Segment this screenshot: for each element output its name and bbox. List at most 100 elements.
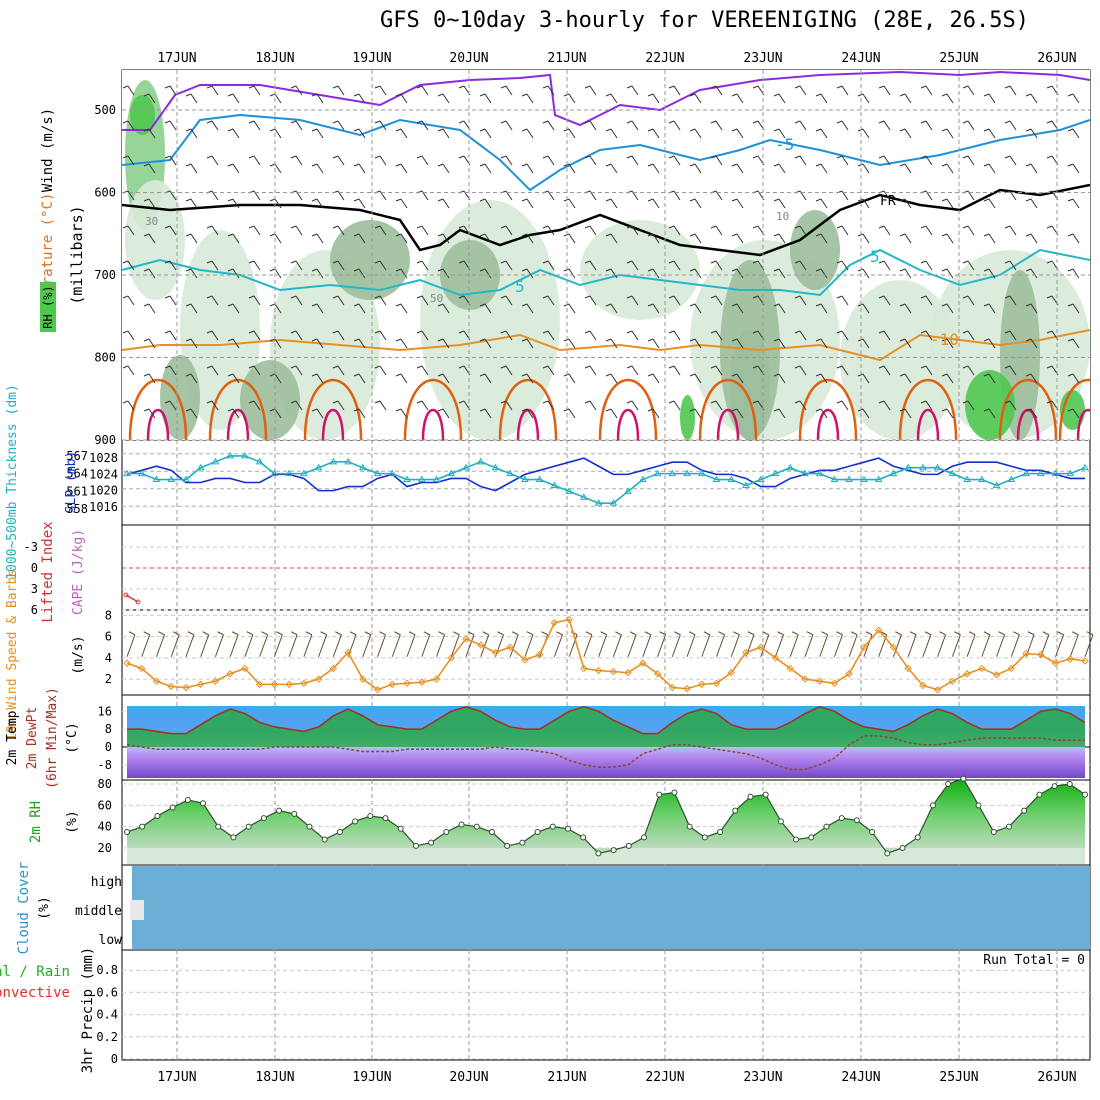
upper-wind-barb: [647, 303, 660, 314]
upper-wind-barb: [332, 155, 345, 166]
upper-wind-barb: [332, 120, 345, 131]
thickness-point: [432, 475, 441, 483]
rh-shading: [125, 180, 185, 300]
wind-barb: [391, 631, 401, 657]
upper-wind-barb: [311, 338, 324, 349]
rh-point: [1036, 791, 1043, 798]
upper-wind-barb: [668, 330, 681, 341]
upper-wind-barb: [689, 93, 702, 104]
upper-wind-barb: [773, 198, 786, 209]
upper-wind-barb: [689, 338, 702, 349]
upper-wind-barb: [374, 260, 387, 271]
lifted-index-tick-label: 6: [31, 603, 38, 617]
wind-barb: [981, 631, 991, 657]
upper-wind-barb: [962, 365, 975, 376]
upper-wind-barb: [269, 233, 282, 244]
wind-speed-point: [801, 675, 809, 683]
day-tick-label-bottom: 23JUN: [743, 1070, 782, 1085]
day-tick-label-bottom: 22JUN: [645, 1070, 684, 1085]
cloud-level-label: high: [91, 875, 122, 890]
upper-wind-barb: [1067, 198, 1080, 209]
rh-area: [127, 778, 1085, 854]
upper-wind-barb: [374, 400, 387, 411]
upper-wind-barb: [1025, 373, 1038, 384]
wind-speed-point: [403, 679, 411, 688]
rh-shading: [840, 280, 960, 440]
rh-point: [276, 807, 283, 814]
data-marks: [123, 451, 1094, 949]
upper-wind-barb: [899, 93, 912, 104]
upper-wind-barb: [836, 260, 849, 271]
upper-wind-barb: [311, 233, 324, 244]
upper-wind-barb: [1067, 373, 1080, 384]
rh-point: [929, 802, 936, 809]
upper-wind-barb: [920, 260, 933, 271]
upper-wind-barb: [584, 365, 597, 376]
upper-wind-barb: [1067, 338, 1080, 349]
upper-wind-barb: [626, 365, 639, 376]
rh-point: [549, 823, 556, 830]
upper-wind-barb: [605, 233, 618, 244]
isotherm-hot-lobe: [816, 408, 840, 440]
upper-wind-barb: [185, 128, 198, 139]
upper-wind-barb: [521, 233, 534, 244]
thickness-tick-label: 564: [66, 467, 88, 481]
upper-wind-barb: [878, 260, 891, 271]
upper-wind-barb: [479, 198, 492, 209]
upper-wind-barb: [878, 330, 891, 341]
isotherm-warm-lobe: [498, 379, 558, 440]
wind-speed-point: [874, 626, 883, 634]
upper-wind-barb: [332, 260, 345, 271]
wind-barb: [657, 631, 667, 657]
wind-speed-point: [757, 643, 765, 651]
rh-point: [412, 842, 419, 849]
upper-wind-barb: [143, 233, 156, 244]
thickness-point: [668, 469, 677, 477]
upper-wind-barb: [731, 93, 744, 104]
upper-wind-barb: [710, 225, 723, 236]
thickness-point: [255, 457, 264, 465]
upper-wind-barb: [584, 155, 597, 166]
upper-wind-barb: [290, 400, 303, 411]
upper-wind-barb: [647, 163, 660, 174]
upper-wind-barb: [920, 120, 933, 131]
upper-wind-barb: [605, 93, 618, 104]
thickness-point: [196, 463, 205, 471]
upper-wind-barb: [269, 198, 282, 209]
wind-barb: [922, 631, 932, 657]
upper-wind-barb: [920, 85, 933, 96]
upper-wind-barb: [227, 268, 240, 279]
rh-point: [869, 829, 876, 835]
thickness-point: [241, 451, 249, 459]
upper-wind-barb: [878, 155, 891, 166]
wind-speed-point: [491, 648, 500, 657]
upper-wind-barb: [689, 268, 702, 279]
upper-wind-barb: [353, 303, 366, 314]
slp-tick-label: 1028: [89, 451, 118, 465]
upper-wind-barb: [983, 303, 996, 314]
wind-tick-label: 4: [105, 651, 112, 665]
upper-wind-barb: [668, 120, 681, 131]
cloud-cover-gap: [130, 900, 144, 920]
rh-axis-label-1: 2m RH: [28, 801, 44, 843]
wind-speed-point: [565, 615, 573, 624]
wind-barb: [730, 631, 740, 657]
precip-tick-label: 0.2: [96, 1030, 118, 1044]
upper-wind-barb: [227, 198, 240, 209]
upper-wind-barb: [962, 155, 975, 166]
upper-wind-barb: [437, 128, 450, 139]
isotherm-hot-lobe: [421, 408, 445, 440]
wind-speed-point: [123, 659, 131, 667]
upper-wind-barb: [248, 400, 261, 411]
upper-wind-barb: [941, 233, 954, 244]
upper-wind-barb: [710, 260, 723, 271]
slp-line: [126, 457, 1085, 492]
upper-wind-barb: [1025, 338, 1038, 349]
wind-speed-point: [624, 668, 632, 677]
upper-wind-barb: [332, 295, 345, 306]
rh-point: [762, 791, 769, 798]
upper-wind-barb: [521, 93, 534, 104]
upper-wind-barb: [542, 330, 555, 341]
upper-wind-barb: [710, 365, 723, 376]
upper-wind-barb: [1004, 400, 1017, 411]
